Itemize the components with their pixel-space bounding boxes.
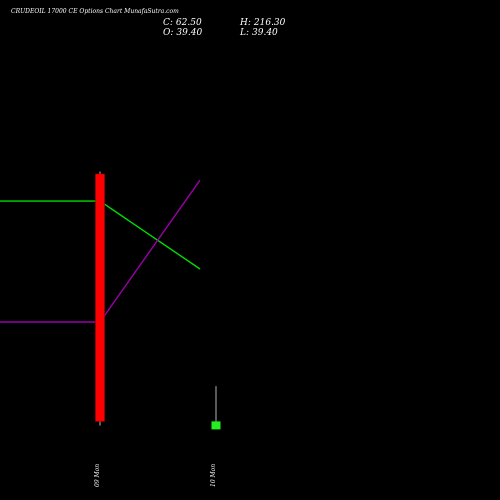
low-value: 39.40	[252, 28, 278, 38]
open-value: 39.40	[176, 28, 203, 38]
open-label: O:	[163, 28, 174, 38]
high-value: 216.30	[253, 18, 286, 28]
x-tick-label: 09 Mon	[94, 463, 101, 487]
close-label: C:	[163, 18, 173, 28]
candle-body-1	[95, 173, 105, 422]
open-stat: O: 39.40	[163, 28, 202, 38]
close-value: 62.50	[175, 18, 202, 28]
x-tick-label: 10 Mon	[210, 463, 217, 487]
chart-title: CRUDEOIL 17000 CE Options Chart MunafaSu…	[11, 8, 179, 15]
high-stat: H: 216.30	[240, 18, 285, 28]
low-stat: L: 39.40	[240, 28, 278, 38]
high-label: H:	[240, 18, 251, 28]
candle-body-2	[211, 421, 221, 430]
low-label: L:	[240, 28, 250, 38]
close-stat: C: 62.50	[163, 18, 202, 28]
